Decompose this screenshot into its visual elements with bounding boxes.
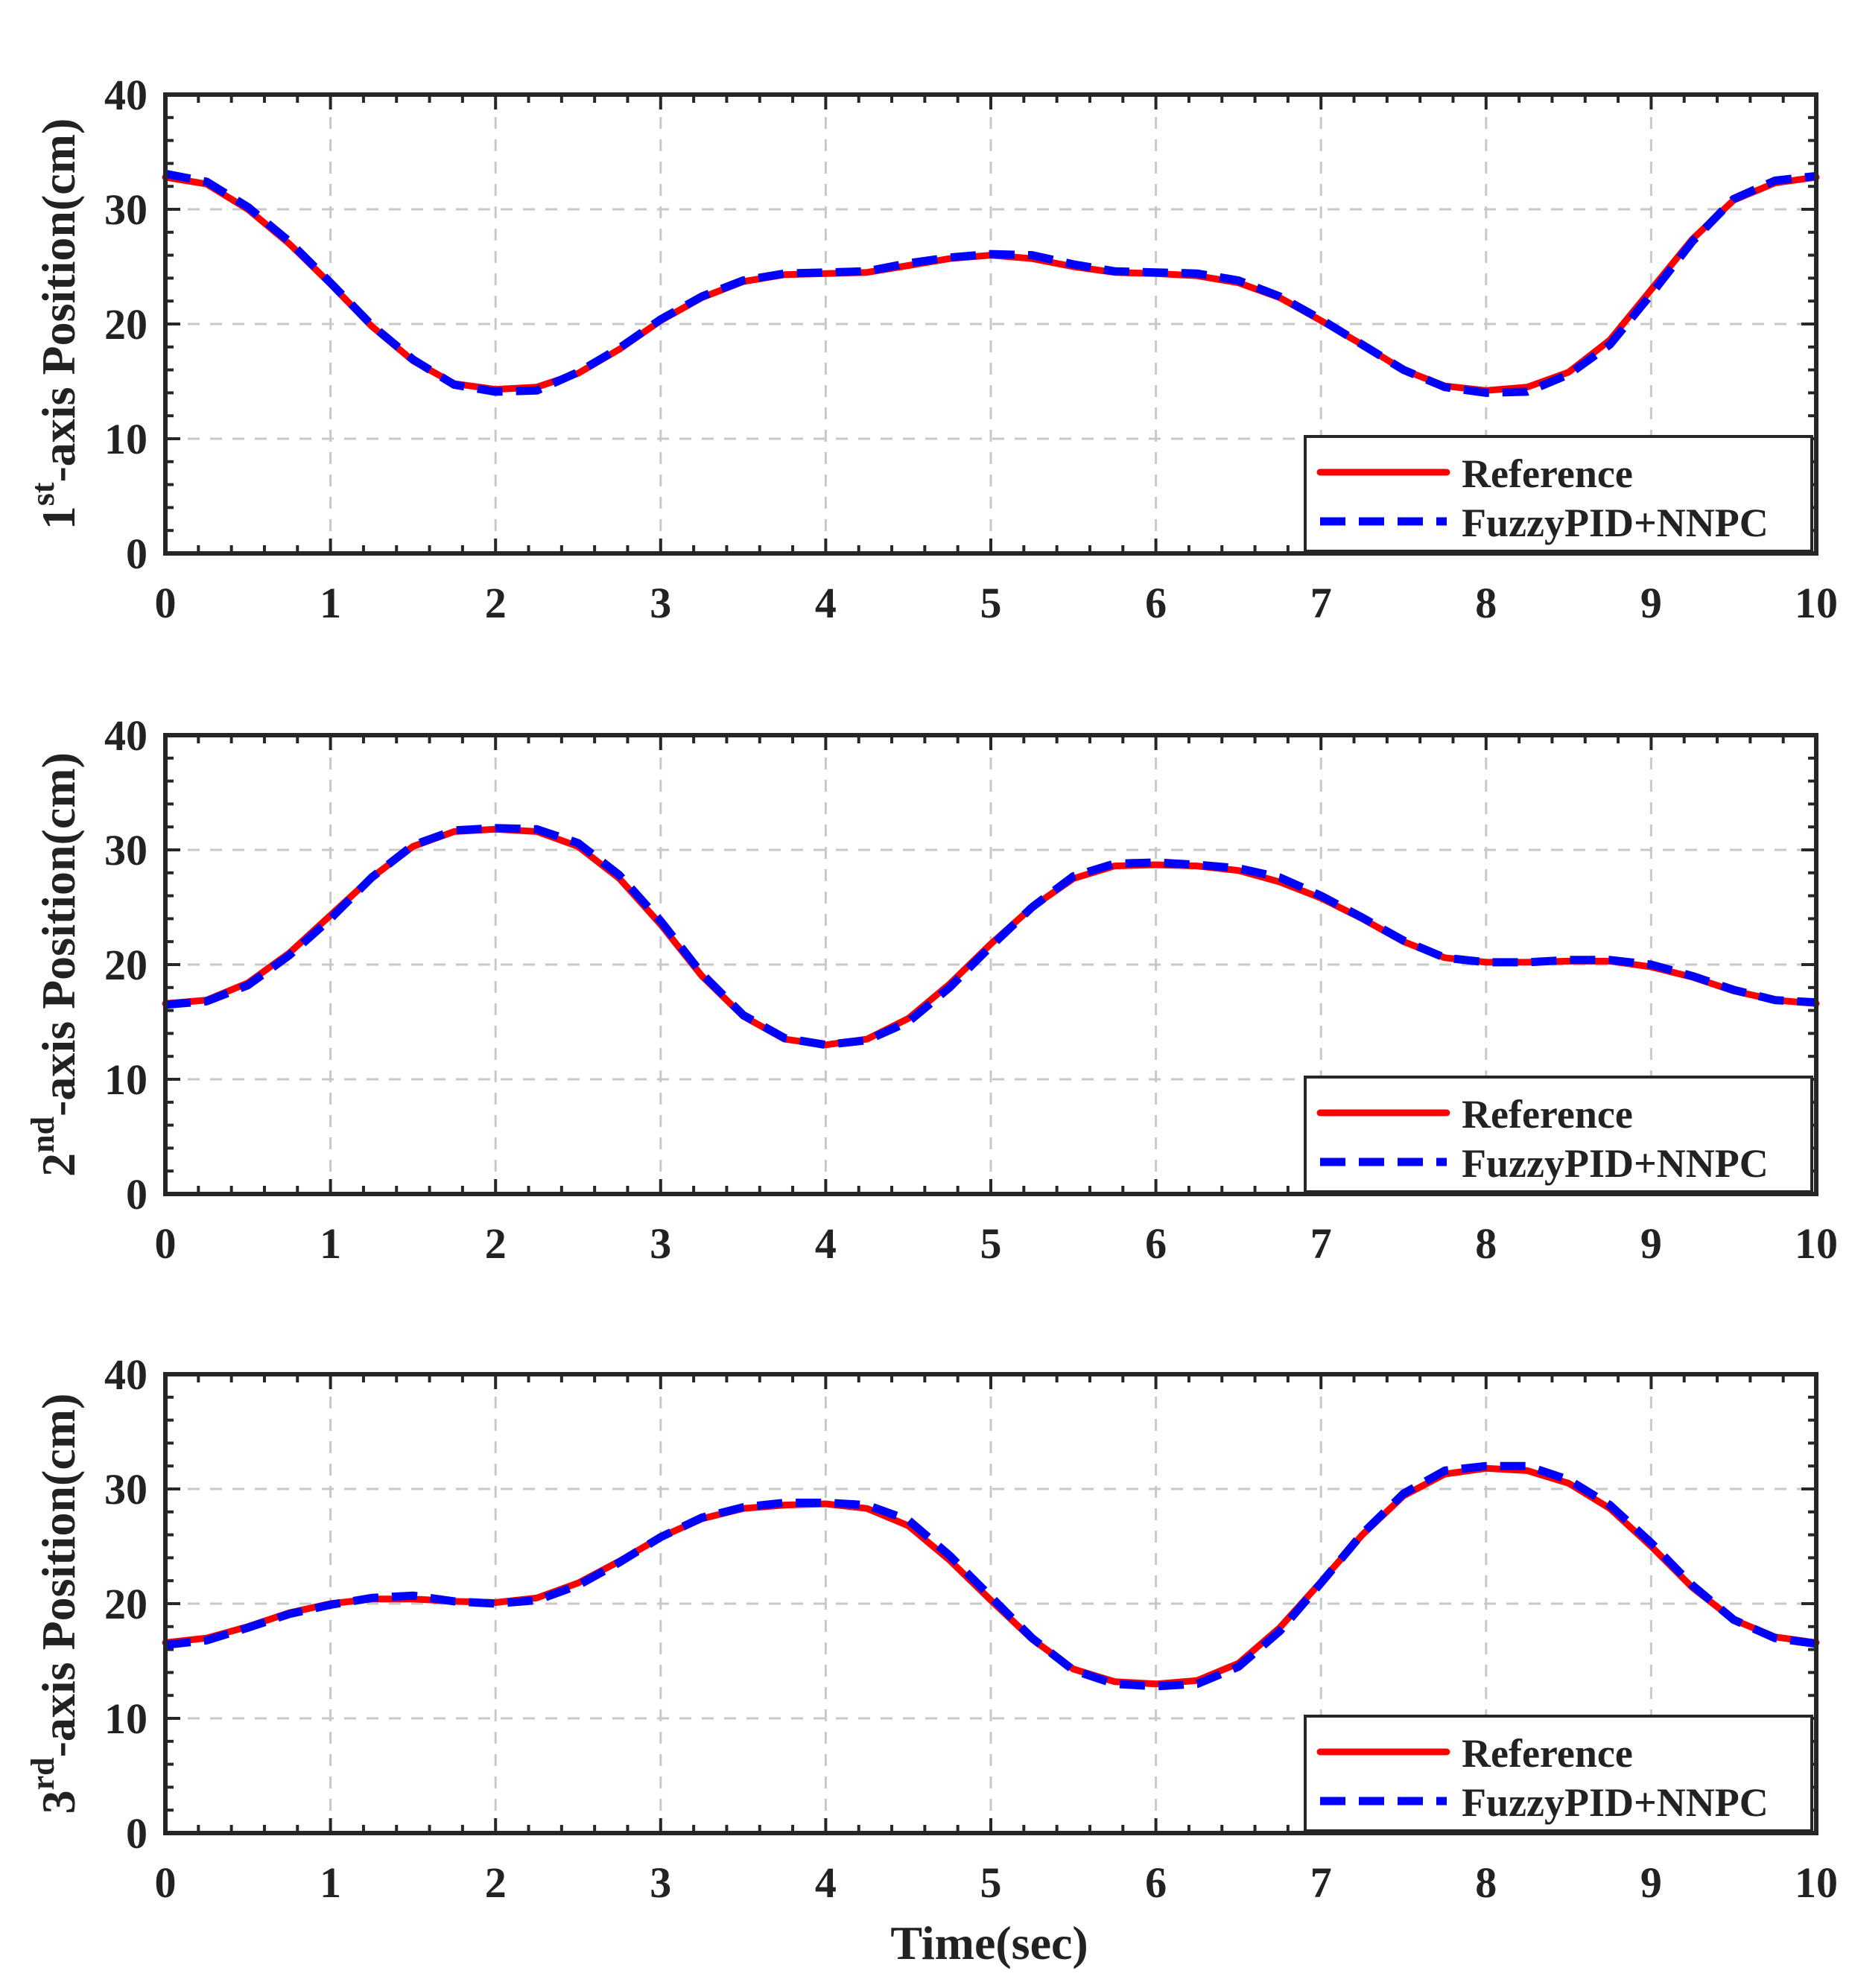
- x-tick-label: 10: [1795, 1858, 1838, 1907]
- x-tick-label: 7: [1310, 1858, 1332, 1907]
- y-tick-label: 20: [104, 941, 148, 989]
- y-tick-label: 10: [104, 415, 148, 463]
- legend-label: FuzzyPID+NNPC: [1462, 1780, 1769, 1825]
- plot-frame: [163, 733, 1818, 1196]
- x-axis-label: Time(sec): [890, 1916, 1088, 1969]
- y-axis-label: 2nd-axis Position(cm): [25, 752, 85, 1177]
- y-axis-label-base: 3: [32, 1790, 85, 1814]
- legend-box: [1304, 1715, 1813, 1832]
- y-axis-label-base: 2: [32, 1153, 85, 1177]
- legend-label: Reference: [1462, 1731, 1633, 1776]
- x-tick-label: 9: [1640, 1858, 1662, 1907]
- y-axis-label-base: 1: [32, 506, 85, 530]
- x-tick-label: 3: [650, 1219, 671, 1268]
- x-tick-label: 0: [155, 579, 177, 627]
- y-tick-label: 30: [104, 185, 148, 234]
- legend: Reference FuzzyPID+NNPC: [1304, 435, 1813, 553]
- x-tick-label: 10: [1795, 1219, 1838, 1268]
- legend-box: [1304, 1076, 1813, 1193]
- x-tick-label: 9: [1640, 579, 1662, 627]
- controller-series-line: [164, 169, 1817, 397]
- legend-label: FuzzyPID+NNPC: [1462, 501, 1769, 545]
- x-tick-label: 4: [815, 1219, 837, 1268]
- y-axis-label-text: -axis Position(cm): [32, 1394, 85, 1758]
- x-tick-label: 8: [1475, 1858, 1497, 1907]
- x-tick-label: 4: [815, 579, 837, 627]
- x-tick-label: 2: [485, 1858, 507, 1907]
- x-tick-label: 2: [485, 1219, 507, 1268]
- y-axis-label: 3rd-axis Position(cm): [25, 1394, 85, 1814]
- x-tick-label: 7: [1310, 579, 1332, 627]
- y-tick-label: 0: [126, 1170, 148, 1219]
- legend-label: Reference: [1462, 1092, 1633, 1137]
- x-tick-label: 1: [320, 1219, 341, 1268]
- y-tick-label: 0: [126, 530, 148, 578]
- y-axis-label-superscript: st: [25, 482, 61, 506]
- x-tick-label: 9: [1640, 1219, 1662, 1268]
- x-tick-label: 3: [650, 579, 671, 627]
- legend-label: Reference: [1462, 451, 1633, 496]
- x-tick-label: 0: [155, 1858, 177, 1907]
- y-tick-label: 40: [104, 71, 148, 119]
- x-tick-label: 1: [320, 579, 341, 627]
- x-tick-label: 5: [980, 1219, 1002, 1268]
- y-axis-label-text: -axis Position(cm): [32, 752, 85, 1117]
- legend-label: FuzzyPID+NNPC: [1462, 1141, 1769, 1186]
- y-tick-label: 10: [104, 1695, 148, 1743]
- y-axis-label-superscript: rd: [25, 1757, 61, 1790]
- y-axis-label-superscript: nd: [25, 1117, 61, 1153]
- y-tick-label: 30: [104, 826, 148, 874]
- y-tick-label: 0: [126, 1809, 148, 1858]
- legend-box: [1304, 435, 1813, 553]
- plot-frame: [163, 92, 1818, 556]
- y-tick-label: 30: [104, 1465, 148, 1514]
- x-tick-label: 6: [1145, 1858, 1167, 1907]
- y-tick-label: 10: [104, 1055, 148, 1104]
- x-tick-label: 6: [1145, 1219, 1167, 1268]
- y-tick-label: 20: [104, 1580, 148, 1628]
- x-tick-label: 1: [320, 1858, 341, 1907]
- x-tick-label: 5: [980, 579, 1002, 627]
- y-tick-label: 40: [104, 711, 148, 760]
- y-axis-label: 1st-axis Position(cm): [25, 118, 85, 530]
- x-tick-label: 4: [815, 1858, 837, 1907]
- x-tick-label: 8: [1475, 579, 1497, 627]
- y-tick-label: 20: [104, 300, 148, 349]
- y-axis-label-text: -axis Position(cm): [32, 118, 85, 483]
- x-tick-label: 6: [1145, 579, 1167, 627]
- x-tick-label: 2: [485, 579, 507, 627]
- x-tick-label: 8: [1475, 1219, 1497, 1268]
- y-tick-label: 40: [104, 1350, 148, 1399]
- x-tick-label: 10: [1795, 579, 1838, 627]
- x-tick-label: 5: [980, 1858, 1002, 1907]
- controller-series-line: [165, 824, 1817, 1049]
- plot-frame: [163, 1372, 1818, 1835]
- controller-series-line: [165, 1461, 1817, 1691]
- x-tick-label: 7: [1310, 1219, 1332, 1268]
- x-tick-label: 3: [650, 1858, 671, 1907]
- x-tick-label: 0: [155, 1219, 177, 1268]
